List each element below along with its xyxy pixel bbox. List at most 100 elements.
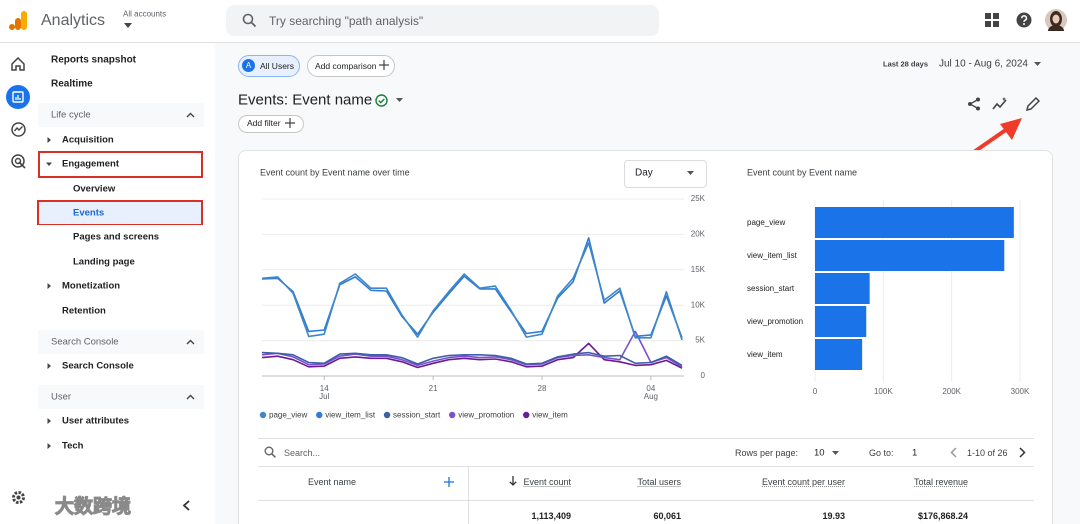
nav-item[interactable]: Realtime <box>51 78 93 90</box>
account-label[interactable]: All accounts <box>123 9 167 19</box>
expand-arrow[interactable] <box>46 161 52 167</box>
section-title[interactable]: User <box>51 391 72 403</box>
explore-icon[interactable] <box>11 122 26 137</box>
sort-arrow[interactable] <box>509 476 517 486</box>
section-toggle[interactable] <box>186 339 195 345</box>
insights-icon[interactable] <box>992 97 1008 111</box>
y-tick-label: 0 <box>701 371 706 380</box>
rows-caret[interactable] <box>832 451 839 456</box>
rows-per-page[interactable]: 10 <box>814 447 825 459</box>
expand-arrow[interactable] <box>46 283 52 290</box>
date-caret[interactable] <box>1034 62 1041 67</box>
section-toggle[interactable] <box>186 112 195 118</box>
nav-item[interactable]: Search Console <box>62 360 134 372</box>
column-divider <box>468 466 469 524</box>
nav-item[interactable]: Engagement <box>62 158 120 170</box>
search-box[interactable] <box>226 5 659 36</box>
next-page[interactable] <box>1019 447 1026 458</box>
date-prefix: Last 28 days <box>883 59 929 69</box>
settings-icon[interactable] <box>11 490 26 505</box>
table-search[interactable]: Search... <box>284 448 321 458</box>
title-caret[interactable] <box>396 98 403 103</box>
nav-item[interactable]: Acquisition <box>62 134 114 146</box>
section-header[interactable] <box>38 385 204 409</box>
y-tick-label: 25K <box>691 194 706 203</box>
app-name: Analytics <box>41 12 106 29</box>
y-tick-label: page_view <box>747 218 785 227</box>
collapse-icon[interactable] <box>182 500 190 511</box>
share-icon[interactable] <box>967 97 981 111</box>
nav-item[interactable]: Monetization <box>62 280 121 292</box>
apps-icon[interactable] <box>985 13 999 27</box>
x-tick-label: 28 <box>538 384 547 393</box>
plus-icon <box>379 60 389 70</box>
section-header[interactable] <box>38 103 204 128</box>
legend-label: view_item_list <box>325 411 376 420</box>
nav-subitem[interactable]: Landing page <box>73 256 135 268</box>
search-placeholder: Try searching "path analysis" <box>269 14 424 28</box>
arrow-shape <box>47 283 51 290</box>
expand-arrow[interactable] <box>46 442 52 449</box>
segment-badge: A <box>242 59 255 72</box>
granularity: Day <box>635 167 653 179</box>
section-toggle[interactable] <box>186 394 195 400</box>
prev-page[interactable] <box>950 447 957 458</box>
total-cell: 19.93 <box>822 511 845 521</box>
reports-icon[interactable] <box>6 85 30 109</box>
x-tick-label: 300K <box>1011 387 1030 396</box>
column-header[interactable]: Event count per user <box>761 477 845 487</box>
goto-label: Go to: <box>869 448 894 458</box>
nav-item[interactable]: Tech <box>62 440 84 452</box>
granularity-caret <box>687 171 694 175</box>
nav-subitem[interactable]: Events <box>73 207 105 219</box>
section-title[interactable]: Search Console <box>51 336 119 348</box>
section-title[interactable]: Life cycle <box>51 109 91 121</box>
help-icon[interactable] <box>1016 12 1032 28</box>
nav-item[interactable]: Retention <box>62 305 106 317</box>
section-header[interactable] <box>38 329 204 354</box>
nav-item[interactable]: Reports snapshot <box>51 54 137 66</box>
nav-item[interactable]: User attributes <box>62 415 130 427</box>
goto-value[interactable]: 1 <box>912 447 918 459</box>
edit-icon[interactable] <box>1026 97 1040 111</box>
chevron-shape <box>186 112 195 118</box>
column-header[interactable]: Total users <box>637 477 681 487</box>
y-tick-label: view_item_list <box>747 251 798 260</box>
add-comparison: Add comparison <box>315 61 377 71</box>
expand-arrow[interactable] <box>46 136 52 143</box>
nav-subitem[interactable]: Overview <box>73 183 116 195</box>
account-caret[interactable] <box>124 23 132 29</box>
column-header[interactable]: Event count <box>523 477 571 487</box>
granularity-select[interactable] <box>624 160 707 188</box>
advertising-icon[interactable] <box>11 154 26 169</box>
y-tick-label: 15K <box>691 265 706 274</box>
legend-dot <box>448 411 456 419</box>
add-filter-chip[interactable] <box>238 115 304 133</box>
nav-subitem[interactable]: Pages and screens <box>73 231 160 243</box>
add-comparison-chip[interactable] <box>307 55 395 77</box>
legend-label: view_item <box>532 411 568 420</box>
expand-arrow[interactable] <box>46 418 52 425</box>
plus-icon <box>285 118 295 128</box>
bar <box>815 273 870 304</box>
column-header[interactable]: Total revenue <box>913 477 968 487</box>
page-title: Events: Event name <box>238 91 373 109</box>
total-cell: 60,061 <box>653 511 681 521</box>
watermark: 大数跨境 <box>54 496 132 518</box>
date-range[interactable]: Jul 10 - Aug 6, 2024 <box>939 58 1028 70</box>
bar <box>815 339 863 370</box>
avatar[interactable] <box>1045 9 1067 31</box>
home-icon[interactable] <box>11 57 25 71</box>
total-cell: 1,113,409 <box>531 511 571 521</box>
expand-arrow[interactable] <box>46 363 52 369</box>
page-info: 1-10 of 26 <box>967 448 1008 458</box>
x-tick-label: 200K <box>942 387 961 396</box>
add-dimension[interactable] <box>444 477 454 487</box>
arrow-shape <box>47 418 51 425</box>
rows-per-page-label: Rows per page: <box>735 448 799 458</box>
chevron-shape <box>186 394 195 400</box>
x-tick-label: 21 <box>429 384 438 393</box>
arrow-shape <box>46 162 52 167</box>
